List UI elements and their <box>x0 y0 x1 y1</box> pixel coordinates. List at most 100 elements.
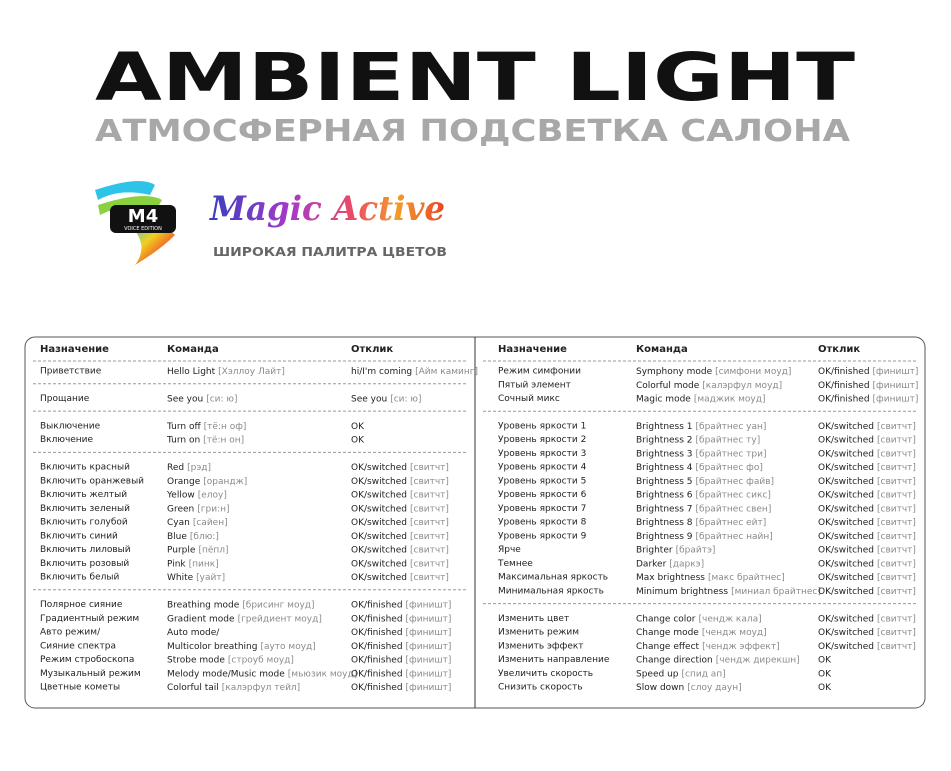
response-text: OK/switched <box>818 586 874 596</box>
command: Brightness 7 [брайтнес свен] <box>636 504 771 514</box>
command-text: Brightness 8 <box>636 518 693 528</box>
command-hint: [грейдиент моуд] <box>238 614 322 624</box>
command: Change direction [чендж дирекшн] <box>636 655 800 665</box>
purpose: Изменить эффект <box>498 641 584 651</box>
response: OK/switched [свитчт] <box>351 531 449 541</box>
purpose: Темнее <box>497 559 533 569</box>
command-hint: [чендж кала] <box>698 614 761 624</box>
purpose: Прощание <box>40 394 90 404</box>
response: OK/switched [свитчт] <box>818 504 916 514</box>
purpose: Уровень яркости 4 <box>498 463 587 473</box>
response-hint: [финишт] <box>406 614 452 624</box>
command-hint: [гри:н] <box>197 504 229 514</box>
subtitle: АТМОСФЕРНАЯ ПОДСВЕТКА САЛОНА <box>95 114 851 149</box>
column-header: Назначение <box>498 344 567 355</box>
purpose: Включить розовый <box>40 559 129 569</box>
response-text: OK/switched <box>351 504 407 514</box>
command-hint: [рэд] <box>187 463 211 473</box>
response: OK <box>818 655 832 665</box>
command-hint: [си: ю] <box>206 394 237 404</box>
response-text: OK/switched <box>351 476 407 486</box>
command-text: Change direction <box>636 655 713 665</box>
command-text: Brightness 3 <box>636 449 693 459</box>
command-hint: [брайтнес ейт] <box>696 518 767 528</box>
purpose: Включение <box>40 435 94 445</box>
command-hint: [маджик моуд] <box>694 394 766 404</box>
table: Назначение Команда Отклик Приветствие Hello … <box>33 344 918 693</box>
response-hint: [финишт] <box>873 367 919 377</box>
response: OK/switched [свитчт] <box>818 573 916 583</box>
response-hint: [свитчт] <box>877 559 916 569</box>
response-hint: [финишт] <box>873 394 919 404</box>
command-text: Orange <box>167 476 201 486</box>
response-hint: [Айм каминг] <box>415 367 478 377</box>
response-text: OK/finished <box>351 628 403 638</box>
purpose: Изменить цвет <box>498 614 569 624</box>
command-text: White <box>167 573 194 583</box>
response: OK/switched [свитчт] <box>818 545 916 555</box>
response-hint: [свитчт] <box>877 586 916 596</box>
purpose: Сочный микс <box>498 394 560 404</box>
command-text: Pink <box>167 559 186 569</box>
command: Hello Light [Хэллоу Лайт] <box>167 367 285 377</box>
command-text: Hello Light <box>167 367 216 377</box>
command-text: Minimum brightness <box>636 586 728 596</box>
command: Auto mode/ <box>167 628 220 638</box>
purpose: Снизить скорость <box>498 683 583 693</box>
command: Turn on [тё:н он] <box>166 435 244 445</box>
command-hint: [Хэллоу Лайт] <box>218 367 285 377</box>
command: Multicolor breathing [ауто моуд] <box>167 641 316 651</box>
purpose: Музыкальный режим <box>40 669 141 679</box>
command-hint: [пинк] <box>189 559 219 569</box>
purpose: Увеличить скорость <box>498 669 593 679</box>
command-text: Max brightness <box>636 573 705 583</box>
response-text: OK <box>351 435 365 445</box>
purpose: Включить синий <box>40 531 118 541</box>
command: Brightness 3 [брайтнес три] <box>636 449 766 459</box>
response: OK/switched [свитчт] <box>818 463 916 473</box>
command-text: Yellow <box>166 490 195 500</box>
logo-badge <box>110 205 176 233</box>
response-text: OK/finished <box>818 394 870 404</box>
response-text: OK/switched <box>351 531 407 541</box>
response: hi/I'm coming [Айм каминг] <box>351 367 478 377</box>
response: See you [си: ю] <box>351 394 421 404</box>
command-text: Red <box>167 463 184 473</box>
response-text: hi/I'm coming <box>351 367 412 377</box>
command-text: Darker <box>636 559 667 569</box>
command-text: Colorful tail <box>167 683 219 693</box>
command-text: Brightness 9 <box>636 531 693 541</box>
response-hint: [свитчт] <box>410 490 449 500</box>
purpose: Включить голубой <box>40 518 128 528</box>
command-text: Blue <box>167 531 187 541</box>
command-hint: [чендж моуд] <box>702 628 767 638</box>
purpose: Уровень яркости 2 <box>498 435 586 445</box>
response-text: OK/switched <box>818 573 874 583</box>
brand: Magic Active <box>209 189 445 229</box>
response-hint: [свитчт] <box>877 449 916 459</box>
command-hint: [тё:н он] <box>203 435 244 445</box>
response: OK/switched [свитчт] <box>818 531 916 541</box>
command-hint: [брайтнес три] <box>696 449 767 459</box>
column-header: Команда <box>636 344 688 355</box>
command-hint: [брайтнес ту] <box>696 435 761 445</box>
response-hint: [свитчт] <box>877 435 916 445</box>
response: OK/switched [свитчт] <box>818 435 916 445</box>
command-text: Brightness 6 <box>636 490 693 500</box>
command: Darker [даркэ] <box>636 559 704 569</box>
response-hint: [финишт] <box>406 669 452 679</box>
purpose: Градиентный режим <box>40 614 139 624</box>
command-text: Magic mode <box>636 394 691 404</box>
purpose: Включить лиловый <box>40 545 131 555</box>
command: Pink [пинк] <box>167 559 219 569</box>
command-text: Melody mode/Music mode <box>167 669 285 679</box>
command: Brightness 2 [брайтнес ту] <box>636 435 760 445</box>
command: Brighter [брайтэ] <box>636 545 715 555</box>
command-hint: [сайен] <box>193 518 228 528</box>
response: OK/switched [свитчт] <box>818 628 916 638</box>
title: AMBIENT LIGHT <box>95 39 855 116</box>
command: Orange [орандж] <box>167 476 247 486</box>
command: Brightness 6 [брайтнес сикс] <box>636 490 771 500</box>
response-hint: [свитчт] <box>877 531 916 541</box>
